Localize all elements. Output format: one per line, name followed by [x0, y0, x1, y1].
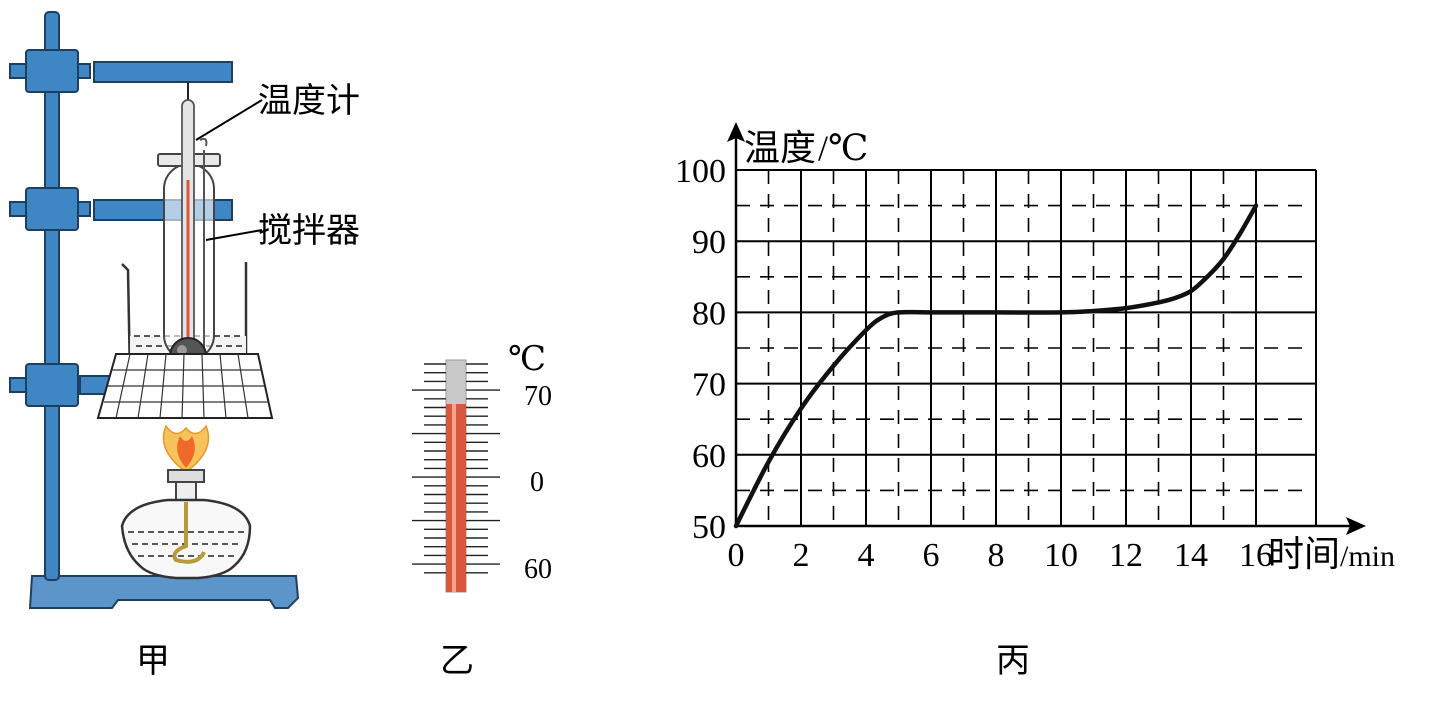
x-tick-label: 4 [858, 537, 875, 574]
stirrer [199, 137, 208, 354]
chart-grid [736, 169, 1317, 526]
y-tick-labels: 100 90 80 70 60 50 [675, 153, 726, 546]
thermometer-scale [412, 363, 500, 574]
x-tick-label: 6 [923, 537, 940, 574]
x-axis-label: 时间 [1268, 534, 1340, 575]
y-tick-label: 90 [692, 224, 726, 261]
thermometer-unit: ℃ [508, 341, 546, 378]
thermometer-figure: ℃ 70 0 60 乙 [412, 341, 552, 681]
lamp-wick [172, 502, 206, 564]
lower-clamp [9, 363, 111, 407]
y-tick-label: 60 [692, 438, 726, 475]
x-tick-label: 2 [793, 537, 810, 574]
stirrer-label: 搅拌器 [258, 211, 360, 251]
caption-jia: 甲 [136, 641, 170, 681]
x-tick-label: 12 [1109, 537, 1143, 574]
y-tick-label: 50 [692, 509, 726, 546]
y-tick-label: 80 [692, 295, 726, 332]
x-axis-arrow-icon [1346, 517, 1366, 535]
x-tick-label: 0 [728, 537, 745, 574]
chart-figure: 0 2 4 6 8 10 12 14 16 100 90 80 70 60 50 温度 /℃ 时间 /mi… [675, 122, 1395, 681]
stand-base [28, 575, 300, 609]
thermometer-tick-label-bottom: 60 [524, 554, 552, 585]
x-tick-labels: 0 2 4 6 8 10 12 14 16 [728, 537, 1274, 574]
y-tick-label: 70 [692, 367, 726, 404]
y-tick-label: 100 [675, 153, 726, 190]
stand-rod [44, 11, 60, 581]
upper-clamp [9, 49, 233, 93]
temperature-curve [733, 203, 1259, 529]
x-tick-label: 16 [1239, 537, 1273, 574]
caption-bing: 丙 [996, 641, 1030, 681]
thermometer-tick-label-top: 70 [524, 381, 552, 412]
gauze-mesh [104, 353, 269, 419]
apparatus-figure: 温度计 搅拌器 甲 [9, 11, 360, 681]
y-axis-label: 温度 [744, 128, 816, 169]
x-tick-label: 8 [988, 537, 1005, 574]
x-tick-label: 10 [1044, 537, 1078, 574]
y-axis-unit: /℃ [818, 128, 868, 168]
thermometer-tick-label-middle: 0 [530, 467, 544, 498]
thermometer-label: 温度计 [258, 81, 360, 121]
caption-yi: 乙 [440, 641, 474, 681]
x-axis-unit: /min [1340, 540, 1395, 573]
x-tick-label: 14 [1174, 537, 1208, 574]
y-axis-arrow-icon [727, 122, 745, 142]
